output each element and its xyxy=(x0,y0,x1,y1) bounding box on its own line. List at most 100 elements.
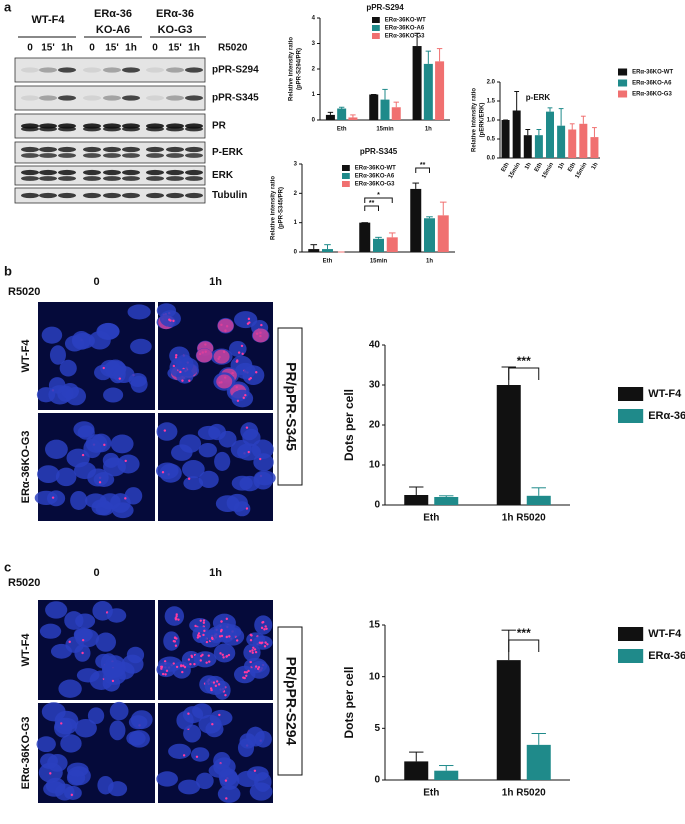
signal-dot xyxy=(177,618,180,621)
bar xyxy=(501,120,510,158)
significance-label: *** xyxy=(517,626,531,640)
blot-band xyxy=(83,153,101,158)
y-axis-label: (pPR-S294/PR) xyxy=(297,48,303,90)
signal-dot xyxy=(243,671,247,674)
signal-dot xyxy=(248,650,252,653)
signal-dot xyxy=(240,344,244,348)
x-tick-label: Eth xyxy=(323,259,333,265)
signal-dot xyxy=(205,661,208,664)
signal-dot xyxy=(251,649,254,652)
nucleus xyxy=(179,434,202,453)
nucleus xyxy=(231,475,253,491)
bar xyxy=(496,660,521,780)
signal-dot xyxy=(247,669,250,673)
signal-dot xyxy=(202,621,206,624)
signal-dot xyxy=(262,620,265,624)
x-tick-label: 1h R5020 xyxy=(502,513,546,524)
nucleus xyxy=(71,331,91,350)
blot-band xyxy=(122,95,140,101)
y-tick-label: 15 xyxy=(369,620,381,631)
blot-band xyxy=(146,169,164,176)
bar xyxy=(373,238,384,252)
y-tick-label: 2 xyxy=(312,67,316,73)
y-tick-label: 3 xyxy=(312,41,316,47)
nucleus xyxy=(156,462,179,480)
signal-dot xyxy=(245,671,249,674)
blot-band xyxy=(122,126,140,132)
nucleus xyxy=(168,743,192,760)
nucleus xyxy=(97,775,114,795)
signal-dot xyxy=(103,443,106,447)
nucleus xyxy=(64,785,82,800)
legend-label: ERα-36KO-WT xyxy=(355,166,396,172)
legend-label: ERα-36KO-G3 xyxy=(385,34,425,40)
legend-swatch xyxy=(618,68,628,76)
blot-band xyxy=(146,95,164,101)
x-tick-label: Eth xyxy=(337,127,347,133)
nucleus xyxy=(106,608,127,623)
signal-dot xyxy=(225,655,228,658)
signal-dot xyxy=(225,617,229,621)
legend-label: ERα-36KO-A6 xyxy=(632,81,672,87)
nucleus xyxy=(41,326,63,344)
y-tick-label: 3 xyxy=(294,162,298,168)
x-tick-label: Eth xyxy=(534,162,544,174)
blot-row-label: ERK xyxy=(212,170,234,181)
signal-dot xyxy=(214,684,218,688)
y-tick-label: 1.5 xyxy=(487,99,496,105)
x-tick-label: 1h xyxy=(426,259,433,265)
blot-strip xyxy=(14,85,206,111)
x-tick-label: 1h xyxy=(425,127,432,133)
nucleus xyxy=(110,434,134,454)
lane-label: 15' xyxy=(41,43,55,54)
nucleus xyxy=(58,679,82,698)
nucleus xyxy=(117,454,140,474)
bar xyxy=(557,125,566,158)
blot-band xyxy=(21,67,39,73)
nucleus xyxy=(91,433,112,453)
blot-band xyxy=(185,153,203,158)
nucleus xyxy=(182,706,204,724)
bar xyxy=(410,188,422,252)
blot-band xyxy=(122,192,140,199)
signal-dot xyxy=(260,641,264,644)
y-tick-label: 4 xyxy=(312,16,316,22)
nucleus xyxy=(39,623,62,639)
nucleus xyxy=(236,770,260,788)
y-tick-label: 20 xyxy=(369,420,381,431)
blot-band xyxy=(146,153,164,158)
x-tick-label: Eth xyxy=(501,162,511,174)
signal-dot xyxy=(245,507,249,510)
chart-title: pPR-S294 xyxy=(366,3,404,12)
signal-dot xyxy=(195,755,199,758)
blot-band xyxy=(83,67,101,73)
bar xyxy=(404,761,429,780)
signal-dot xyxy=(70,793,74,797)
signal-dot xyxy=(219,652,222,655)
blot-band xyxy=(166,176,184,181)
nucleus xyxy=(127,304,151,320)
bar xyxy=(526,495,551,505)
blot-band xyxy=(166,153,184,158)
lane-label: 0 xyxy=(27,43,33,54)
signal-dot xyxy=(220,620,223,623)
signal-dot xyxy=(245,426,249,429)
nucleus xyxy=(76,668,100,683)
nucleus-stain xyxy=(196,348,213,363)
significance-label: *** xyxy=(517,354,531,368)
blot-band xyxy=(39,95,57,101)
blot-band xyxy=(58,146,76,153)
nucleus xyxy=(242,365,265,386)
legend-swatch xyxy=(618,79,628,87)
y-tick-label: 10 xyxy=(369,671,381,682)
x-tick-label: 1h xyxy=(591,162,600,171)
nucleus xyxy=(253,453,274,472)
signal-dot xyxy=(257,666,261,669)
y-tick-label: 1.0 xyxy=(487,118,496,124)
signal-dot xyxy=(224,779,228,782)
nucleus xyxy=(239,733,257,749)
signal-dot xyxy=(242,396,245,400)
blot-band xyxy=(146,192,164,199)
signal-dot xyxy=(118,377,122,380)
row-label: ERα-36KO-G3 xyxy=(20,717,32,790)
